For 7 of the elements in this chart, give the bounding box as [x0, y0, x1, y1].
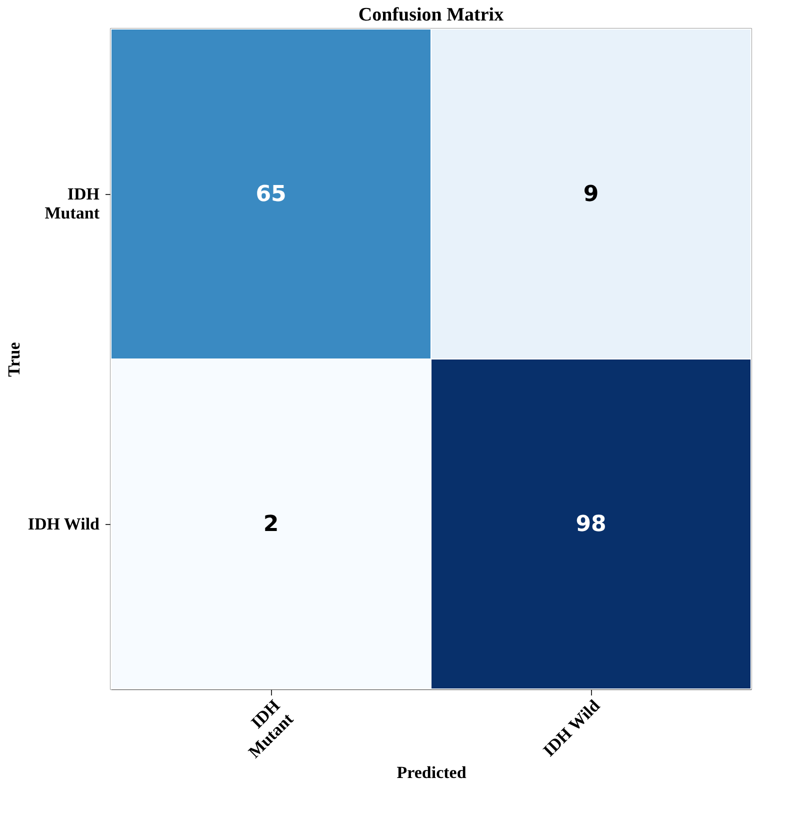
x-axis-title: Predicted: [396, 762, 467, 782]
data-label: 65: [256, 182, 286, 207]
chart-title: Confusion Matrix: [358, 4, 504, 26]
y-axis-title: True: [4, 342, 24, 377]
data-label: 9: [583, 182, 599, 207]
data-label: 98: [576, 512, 606, 537]
data-label: 2: [263, 512, 279, 537]
